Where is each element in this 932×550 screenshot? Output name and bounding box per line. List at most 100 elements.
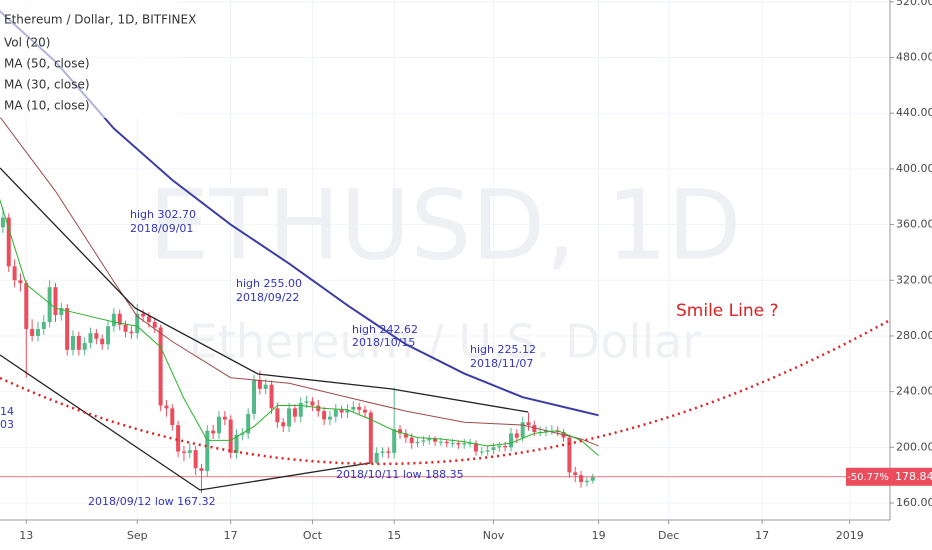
candle-body [292,408,297,417]
candle-body [0,217,5,228]
annotation: high 225.12 [470,343,536,356]
candle-body [234,434,239,453]
candle-body [573,472,578,476]
candle-body [82,342,87,350]
candle-body [6,217,11,267]
candle-body [409,437,414,444]
drawings [0,167,891,491]
candle-body [584,480,589,483]
candle-body [240,433,245,435]
candle-body [473,443,478,452]
x-tick-label: Dec [658,529,679,542]
candle-body [415,441,420,444]
candle-body [70,335,75,350]
x-tick-label: 17 [755,529,769,542]
candle-body [246,413,251,434]
candle-body [53,287,58,316]
candle-body [88,333,93,343]
candle-body [152,322,157,328]
candle-body [129,331,134,334]
candle-body [106,326,111,345]
annotation: 2018/09/12 low 167.32 [88,495,216,508]
candle-body [462,443,467,445]
annotation: 2018/09/01 [130,222,193,235]
x-tick-label: 2019 [836,529,864,542]
candle-body [269,384,274,409]
candle-body [544,430,549,433]
change-label: -50.77% [847,472,889,483]
candle-body [281,422,286,427]
candle-body [35,328,40,336]
smile-line [0,318,891,466]
candle-body [468,443,473,445]
candle-body [427,438,432,441]
candle-body [433,438,438,442]
candle-body [59,308,64,316]
candle-body [450,443,455,445]
candle-body [380,451,385,453]
x-tick-label: 17 [224,529,238,542]
annotation: high 302.70 [130,208,196,221]
candle-body [310,401,315,406]
candle-body [403,433,408,438]
candle-body [228,419,233,453]
smile-label: Smile Line ? [676,301,779,321]
annotation: high 242.62 [352,323,418,336]
candle-body [164,405,169,409]
candle-body [555,430,560,433]
candle-body [76,335,81,350]
symbol-title: Ethereum / Dollar, 1D, BITFINEX [4,13,196,27]
candle-body [368,412,373,463]
candle-body [135,313,140,334]
candle-body [327,416,332,420]
candle-body [579,475,584,483]
candle-body [520,422,525,438]
candle-body [532,425,537,433]
y-tick-label: 280.00 [896,329,932,342]
candle-body [357,406,362,410]
y-tick-label: 480.00 [896,50,932,63]
indicator-label: MA (30, close) [4,78,90,92]
candle-body [275,408,280,423]
candle-body [508,433,513,448]
candle-body [345,409,350,413]
candle-body [491,447,496,451]
candle-body [374,452,379,463]
candle-body [444,441,449,444]
annotation: 2018/11/07 [470,357,533,370]
candle-body [567,437,572,473]
candle-body [199,468,204,471]
plot [0,10,890,494]
candle-body [170,408,175,426]
moving-average [0,198,599,457]
candle-body [30,328,35,336]
y-tick-label: 440.00 [896,106,932,119]
indicator-label: Vol (20) [4,36,50,50]
candle-body [298,402,303,417]
y-tick-label: 320.00 [896,273,932,286]
candle-body [333,409,338,417]
y-tick-label: 360.00 [896,218,932,231]
candle-body [117,313,122,325]
candle-body [222,416,227,420]
price-label: 178.84 [895,470,932,483]
candle-body [141,313,146,317]
candle-body [216,416,221,434]
candle-body [193,450,198,469]
candle-body [438,441,443,443]
candle-body [181,451,186,453]
candle-body [65,308,70,350]
candle-body [252,380,257,414]
y-tick-label: 400.00 [896,162,932,175]
candle-body [362,409,367,413]
y-tick-label: 520.00 [896,0,932,8]
candle-body [421,440,426,442]
x-tick-label: 13 [19,529,33,542]
annotation: 2018/10/15 [352,336,415,349]
annotation: 2018/10/11 low 188.35 [336,468,464,481]
legend-bg [0,0,180,118]
trend-line [0,354,371,491]
x-tick-label: 19 [592,529,606,542]
